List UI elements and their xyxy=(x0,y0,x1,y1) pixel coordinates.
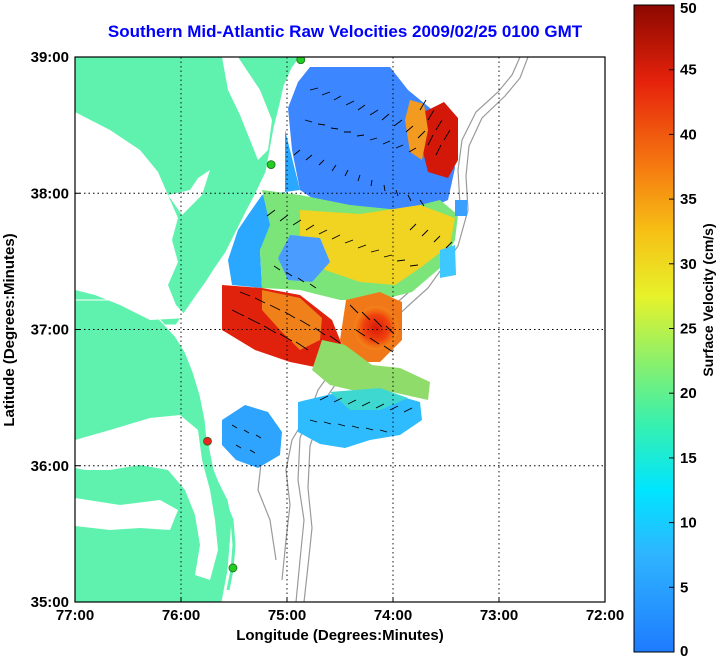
y-tick-label: 37:00 xyxy=(31,322,69,339)
y-axis-label: Latitude (Degrees:Minutes) xyxy=(1,233,18,426)
colorbar-tick-label: 5 xyxy=(680,579,688,596)
region-offshore-orange xyxy=(405,100,428,160)
site-lewes xyxy=(266,160,276,170)
colorbar-tick-label: 30 xyxy=(680,256,697,273)
colorbar-tick-label: 0 xyxy=(680,643,688,659)
radar-sites xyxy=(203,57,306,573)
x-axis-label: Longitude (Degrees:Minutes) xyxy=(236,627,444,644)
x-tick-label: 75:00 xyxy=(268,607,306,624)
site-duck xyxy=(203,436,212,446)
colorbar-tick-label: 35 xyxy=(680,191,697,208)
colorbar-tick-label: 20 xyxy=(680,385,697,402)
region-southern xyxy=(298,392,422,448)
delaware-bay xyxy=(222,57,272,160)
velocity-vectors xyxy=(231,87,453,454)
colorbar xyxy=(633,4,675,653)
y-tick-label: 39:00 xyxy=(31,49,69,66)
region-offshore-hot xyxy=(420,102,458,178)
colorbar-tick-label: 45 xyxy=(680,62,697,79)
y-ticks: 35:00 36:00 37:00 38:00 39:00 xyxy=(31,49,80,611)
x-ticks: 77:00 76:00 75:00 74:00 73:00 72:00 xyxy=(56,597,624,624)
y-tick-label: 35:00 xyxy=(31,594,69,611)
x-tick-label: 73:00 xyxy=(480,607,518,624)
region-east-edge xyxy=(440,245,456,278)
grid-lines xyxy=(75,57,605,602)
hotspot-center xyxy=(354,306,398,350)
site-hatteras xyxy=(228,563,238,573)
region-southern-teal xyxy=(330,388,408,410)
colorbar-tick-label: 25 xyxy=(680,321,697,338)
colorbar-tick-label: 15 xyxy=(680,450,697,467)
region-southwest-orange xyxy=(262,290,322,350)
x-tick-label: 74:00 xyxy=(374,607,412,624)
y-tick-label: 38:00 xyxy=(31,185,69,202)
chart-title: Southern Mid-Atlantic Raw Velocities 200… xyxy=(107,22,583,41)
region-small-patch xyxy=(455,200,467,216)
site-north xyxy=(296,57,306,65)
colorbar-ticks: 0 5 10 15 20 25 30 35 40 45 50 xyxy=(669,0,697,659)
region-central-blue-patch xyxy=(278,235,330,282)
region-northern-edge xyxy=(228,130,300,288)
albemarle-pamlico-sounds xyxy=(75,415,218,580)
x-tick-label: 76:00 xyxy=(162,607,200,624)
chesapeake-bay xyxy=(75,112,210,320)
colorbar-label: Surface Velocity (cm/s) xyxy=(700,223,716,376)
velocity-field xyxy=(222,67,467,468)
region-transition xyxy=(312,340,430,400)
colorbar-tick-label: 50 xyxy=(680,0,697,17)
colorbar-tick-label: 10 xyxy=(680,515,697,532)
x-tick-label: 72:00 xyxy=(586,607,624,624)
region-hatteras xyxy=(222,405,282,468)
x-tick-label: 77:00 xyxy=(56,607,94,624)
colorbar-tick-label: 40 xyxy=(680,126,697,143)
y-tick-label: 36:00 xyxy=(31,458,69,475)
